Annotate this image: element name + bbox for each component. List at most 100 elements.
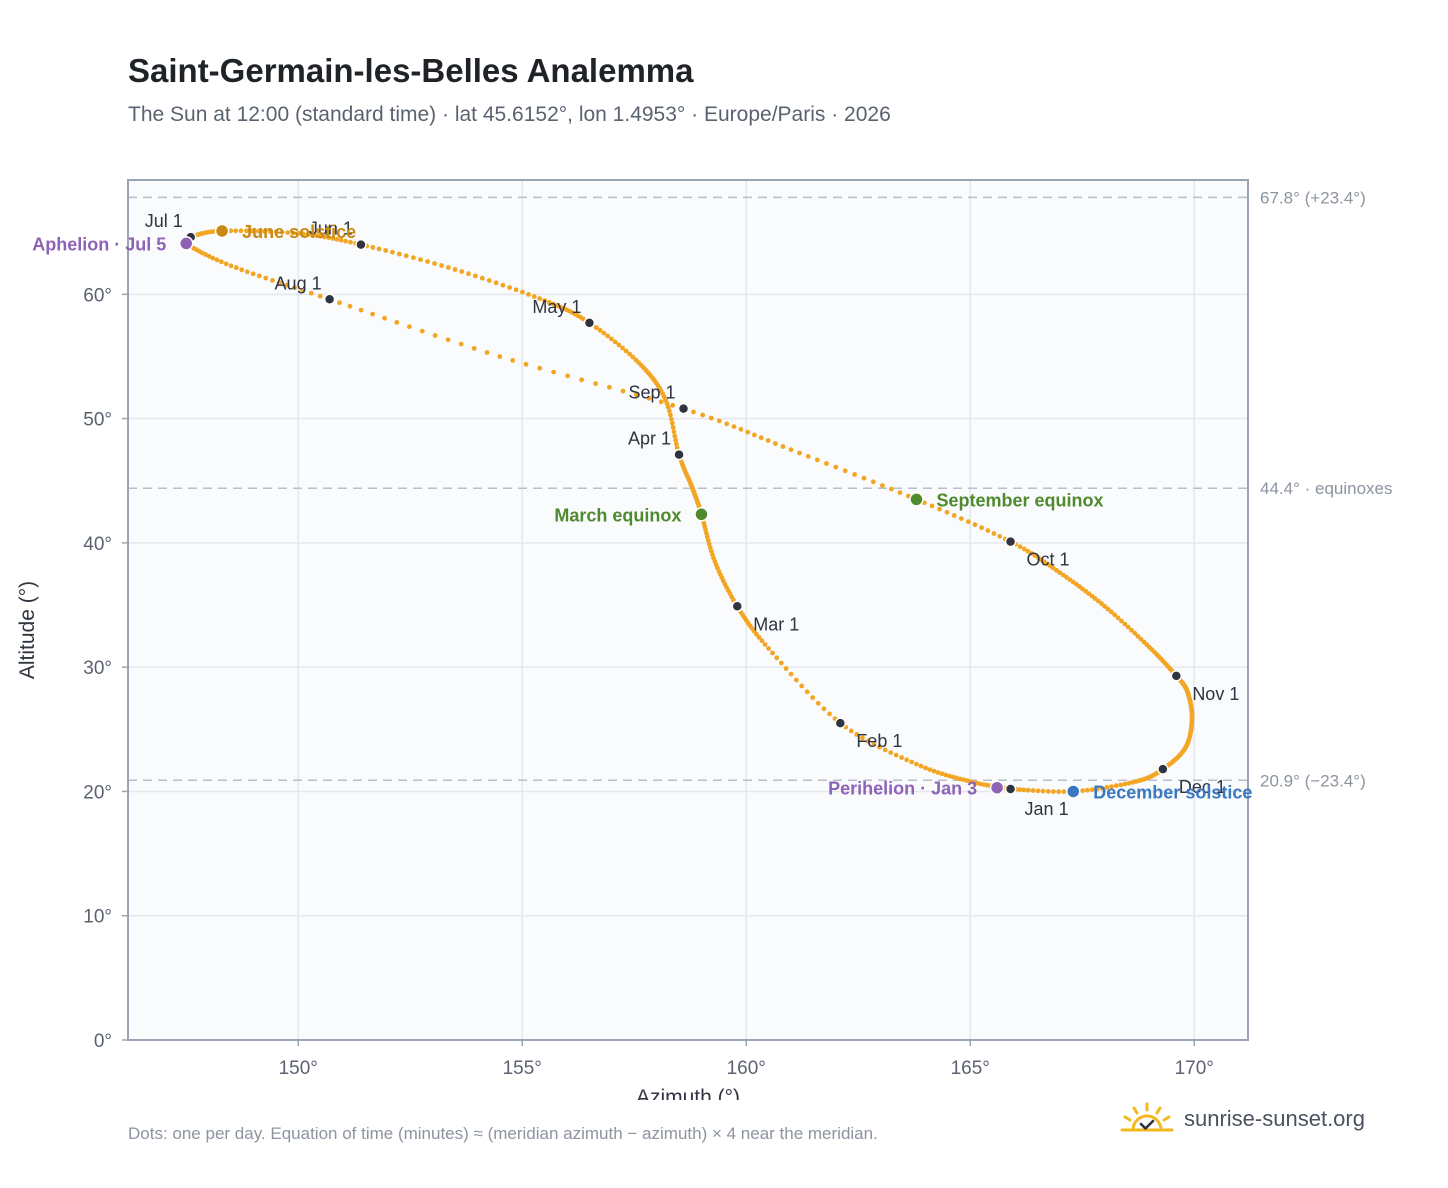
day-dot xyxy=(707,545,713,550)
day-dot xyxy=(285,230,291,236)
day-dot xyxy=(759,638,765,644)
day-dot xyxy=(432,333,438,338)
day-dot xyxy=(668,412,673,418)
day-dot xyxy=(317,293,323,299)
day-dot xyxy=(1104,785,1110,790)
day-dot xyxy=(799,683,805,689)
sunrise-logo-icon xyxy=(1120,1102,1174,1132)
day-dot xyxy=(300,231,306,237)
day-dot xyxy=(909,759,915,765)
day-dot xyxy=(783,666,789,671)
day-dot xyxy=(322,234,327,240)
chart-subtitle: The Sun at 12:00 (standard time) · lat 4… xyxy=(128,103,891,126)
day-dot xyxy=(1094,786,1100,792)
event-label: Aphelion · Jul 5 xyxy=(32,234,166,254)
day-dot xyxy=(313,233,319,239)
day-dot xyxy=(594,325,599,331)
analemma-chart: 67.8° (+23.4°) 44.4° · equinoxes 20.9° (−2… xyxy=(16,179,1393,1100)
day-dot xyxy=(1030,788,1036,793)
day-dot xyxy=(284,282,290,288)
day-dot xyxy=(439,263,444,268)
day-dot xyxy=(914,761,919,767)
day-dot xyxy=(471,346,477,351)
day-dot xyxy=(929,503,935,509)
day-dot xyxy=(233,265,239,271)
day-dot xyxy=(880,483,885,488)
day-dot xyxy=(292,285,297,291)
day-dot xyxy=(788,671,794,677)
month-label: Jan 1 xyxy=(1025,799,1069,819)
day-dot xyxy=(882,747,888,753)
day-dot xyxy=(210,255,216,261)
day-dot xyxy=(854,732,860,737)
day-dot xyxy=(1061,789,1067,795)
day-dot xyxy=(542,298,547,303)
day-dot xyxy=(270,278,275,283)
month-dot xyxy=(1004,783,1017,795)
y-tick-label: 60° xyxy=(83,285,112,306)
day-dot xyxy=(670,425,676,430)
day-dot xyxy=(923,765,928,771)
day-dot xyxy=(267,229,273,235)
day-dot xyxy=(579,377,584,383)
event-label: June solstice xyxy=(242,222,356,242)
x-tick-label: 170° xyxy=(1175,1058,1214,1079)
day-dot xyxy=(279,229,285,235)
event-dot xyxy=(1066,784,1081,799)
day-dot xyxy=(756,635,762,640)
day-dot xyxy=(370,245,376,250)
day-dot xyxy=(250,271,256,277)
day-dot xyxy=(939,771,945,777)
day-dot xyxy=(946,773,952,779)
day-dot xyxy=(671,429,677,435)
day-dot xyxy=(1095,598,1101,604)
day-dot xyxy=(893,752,899,758)
month-dot xyxy=(1170,670,1183,682)
brand-name[interactable]: sunrise-sunset.org xyxy=(1184,1106,1365,1131)
day-dot xyxy=(1025,787,1031,793)
day-dot xyxy=(228,263,234,269)
day-dot xyxy=(997,533,1003,539)
day-dot xyxy=(674,441,679,447)
month-label: Aug 1 xyxy=(275,273,322,293)
day-dot xyxy=(833,464,839,470)
day-dot xyxy=(979,525,984,531)
day-dot xyxy=(338,237,344,243)
day-dot xyxy=(445,337,451,343)
day-dot xyxy=(273,229,279,235)
month-dot xyxy=(1157,763,1169,775)
day-dot xyxy=(754,631,759,637)
day-dot xyxy=(972,522,978,528)
day-dot xyxy=(309,232,315,238)
day-dot xyxy=(308,290,314,296)
day-dot xyxy=(766,646,771,651)
y-tick-label: 30° xyxy=(83,658,112,679)
day-dot xyxy=(1056,789,1062,795)
x-axis-ticks: 150° 155° 160° 165° 170° xyxy=(279,1040,1214,1079)
day-dot xyxy=(255,228,261,234)
day-dot xyxy=(1132,630,1138,636)
day-dot xyxy=(244,269,250,275)
day-dot xyxy=(565,373,570,379)
day-dot xyxy=(214,257,220,263)
day-dot xyxy=(673,437,678,443)
day-dot xyxy=(623,348,629,354)
day-dot xyxy=(670,402,676,408)
day-dot xyxy=(780,444,786,449)
brand[interactable]: sunrise-sunset.org xyxy=(1120,1102,1365,1136)
day-dot xyxy=(700,412,706,418)
month-label: Sep 1 xyxy=(628,383,675,403)
day-dot xyxy=(523,361,529,367)
month-dot xyxy=(323,293,336,306)
day-dot xyxy=(396,251,402,257)
day-dot xyxy=(206,253,212,259)
day-dot xyxy=(821,706,827,712)
day-dot xyxy=(295,231,301,236)
day-dot xyxy=(446,265,451,270)
day-dot xyxy=(537,365,543,371)
day-dot xyxy=(770,650,775,656)
day-dot xyxy=(612,339,618,345)
day-dot xyxy=(1025,548,1031,554)
day-dot xyxy=(704,534,710,540)
day-dot xyxy=(1108,609,1114,615)
